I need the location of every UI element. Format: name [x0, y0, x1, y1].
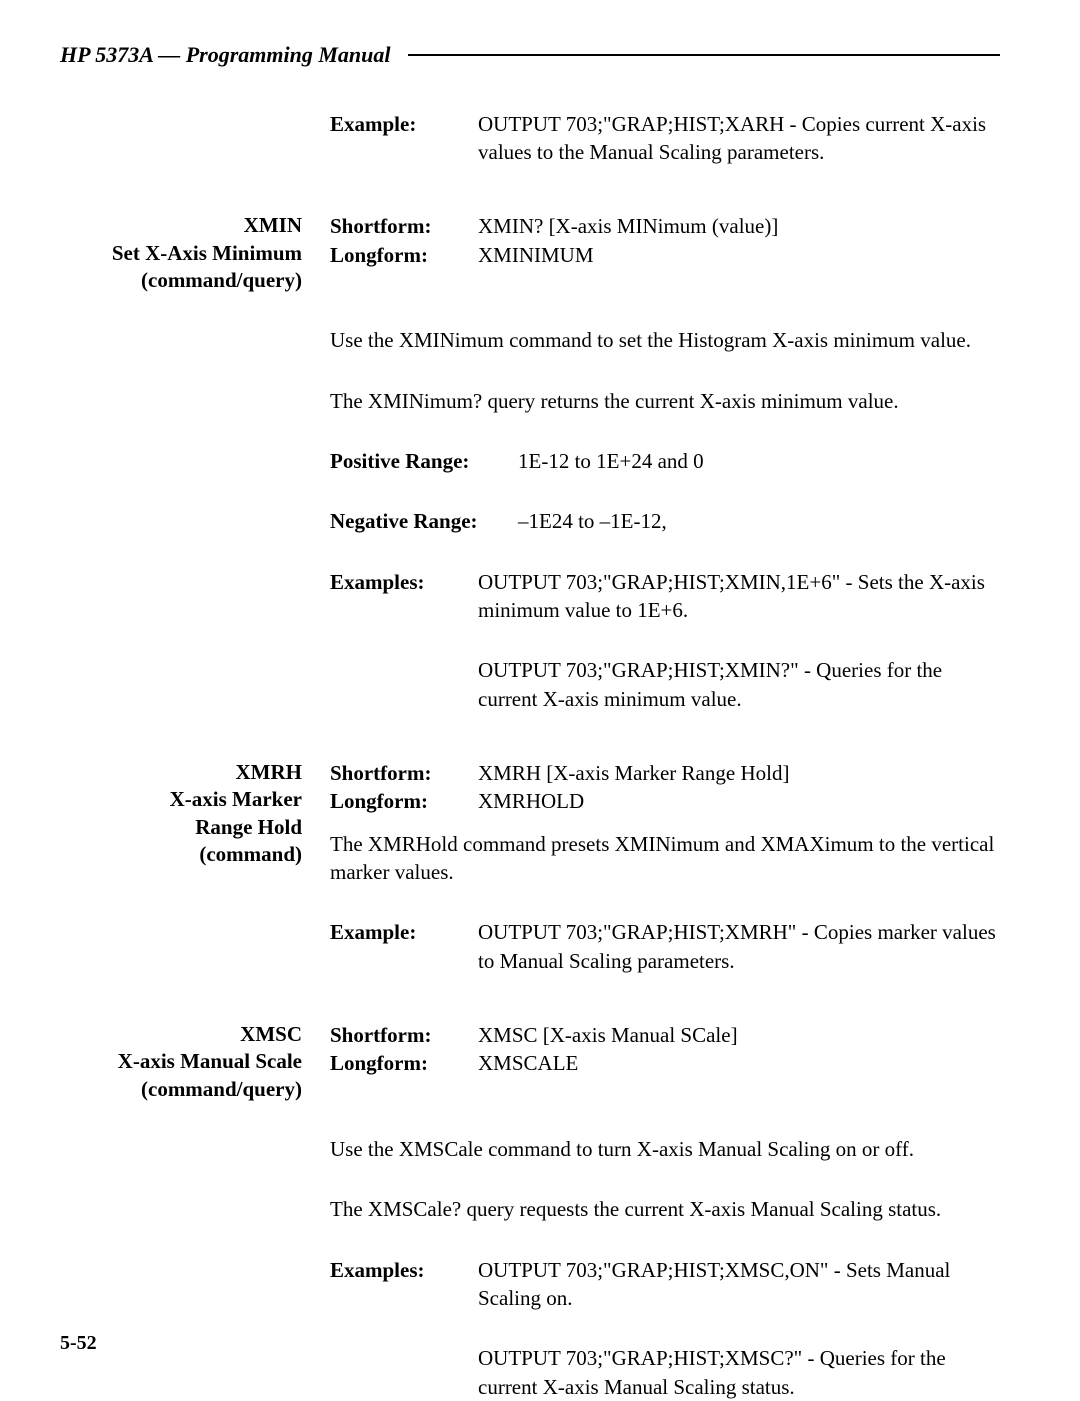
xmin-longform: XMINIMUM — [478, 241, 1000, 269]
xmsc-title-3: (command/query) — [100, 1076, 302, 1103]
xmsc-desc1: Use the XMSCale command to turn X-axis M… — [330, 1135, 1000, 1163]
page-content: Example: OUTPUT 703;"GRAP;HIST;XARH - Co… — [60, 110, 1000, 1401]
empty-left — [100, 1344, 330, 1401]
xmsc-ex1: OUTPUT 703;"GRAP;HIST;XMSC,ON" - Sets Ma… — [478, 1256, 1000, 1313]
xmrh-title-1: XMRH — [100, 759, 302, 786]
xmin-shortform: XMIN? [X-axis MINimum (value)] — [478, 212, 1000, 240]
xmrh-shortform-label: Shortform: — [330, 759, 478, 787]
xmrh-ex1: OUTPUT 703;"GRAP;HIST;XMRH" - Copies mar… — [478, 918, 1000, 975]
xmin-negrange-row: Negative Range: –1E24 to –1E-12, — [100, 507, 1000, 535]
xmsc-ex2: OUTPUT 703;"GRAP;HIST;XMSC?" - Queries f… — [478, 1344, 1000, 1401]
empty-left — [100, 568, 330, 625]
xmsc-longform: XMSCALE — [478, 1049, 1000, 1077]
xmin-desc1-row: Use the XMINimum command to set the Hist… — [100, 326, 1000, 354]
xmin-ex2: OUTPUT 703;"GRAP;HIST;XMIN?" - Queries f… — [478, 656, 1000, 713]
empty-mid — [330, 1344, 478, 1401]
xmin-posrange-label: Positive Range: — [330, 447, 518, 475]
xmin-ex2-row: OUTPUT 703;"GRAP;HIST;XMIN?" - Queries f… — [100, 656, 1000, 713]
xmrh-shortform-row: XMRH X-axis Marker Range Hold (command) … — [100, 759, 1000, 886]
xmrh-desc1: The XMRHold command presets XMINimum and… — [330, 830, 1000, 887]
xmsc-title-1: XMSC — [100, 1021, 302, 1048]
xmsc-ex2-row: OUTPUT 703;"GRAP;HIST;XMSC?" - Queries f… — [100, 1344, 1000, 1401]
empty-mid — [330, 656, 478, 713]
xmin-shortform-label: Shortform: — [330, 212, 478, 240]
empty-left — [100, 387, 330, 415]
xmsc-longform-label: Longform: — [330, 1049, 478, 1077]
xmrh-example-label: Example: — [330, 918, 478, 975]
xmrh-shortform: XMRH [X-axis Marker Range Hold] — [478, 759, 1000, 787]
xmin-longform-label: Longform: — [330, 241, 478, 269]
xmrh-example-row: Example: OUTPUT 703;"GRAP;HIST;XMRH" - C… — [100, 918, 1000, 975]
xmin-desc1: Use the XMINimum command to set the Hist… — [330, 326, 1000, 354]
xmsc-desc2: The XMSCale? query requests the current … — [330, 1195, 1000, 1223]
xmrh-form-values: XMRH [X-axis Marker Range Hold] XMRHOLD … — [478, 759, 1000, 886]
xmsc-desc2-row: The XMSCale? query requests the current … — [100, 1195, 1000, 1223]
xmsc-examples-row: Examples: OUTPUT 703;"GRAP;HIST;XMSC,ON"… — [100, 1256, 1000, 1313]
xmin-ex1: OUTPUT 703;"GRAP;HIST;XMIN,1E+6" - Sets … — [478, 568, 1000, 625]
xmin-title-3: (command/query) — [100, 267, 302, 294]
xmin-desc2: The XMINimum? query returns the current … — [330, 387, 1000, 415]
xmin-negrange-label: Negative Range: — [330, 507, 518, 535]
empty-left — [100, 918, 330, 975]
empty-left — [100, 326, 330, 354]
xmin-examples-label: Examples: — [330, 568, 478, 625]
example-label: Example: — [330, 110, 478, 167]
empty-left — [100, 447, 330, 475]
xmin-title: XMIN Set X-Axis Minimum (command/query) — [100, 212, 330, 294]
example-text: OUTPUT 703;"GRAP;HIST;XARH - Copies curr… — [478, 110, 1000, 167]
xmin-negrange: –1E24 to –1E-12, — [518, 507, 1000, 535]
page-header: HP 5373A — Programming Manual — [60, 40, 1000, 70]
xmrh-longform-label: Longform: — [330, 787, 478, 815]
xmin-posrange: 1E-12 to 1E+24 and 0 — [518, 447, 1000, 475]
xmrh-title: XMRH X-axis Marker Range Hold (command) — [100, 759, 330, 886]
xmsc-form-values: XMSC [X-axis Manual SCale] XMSCALE — [478, 1021, 1000, 1103]
xmrh-title-3: Range Hold — [100, 814, 302, 841]
empty-left — [100, 656, 330, 713]
xmin-title-1: XMIN — [100, 212, 302, 239]
empty-left — [100, 1195, 330, 1223]
xmsc-desc1-row: Use the XMSCale command to turn X-axis M… — [100, 1135, 1000, 1163]
xmsc-shortform-label: Shortform: — [330, 1021, 478, 1049]
xmrh-title-4: (command) — [100, 841, 302, 868]
header-title: HP 5373A — Programming Manual — [60, 40, 390, 70]
page-number: 5-52 — [60, 1330, 97, 1357]
empty-left — [100, 110, 330, 167]
xmin-posrange-row: Positive Range: 1E-12 to 1E+24 and 0 — [100, 447, 1000, 475]
xmsc-form-labels: Shortform: Longform: — [330, 1021, 478, 1103]
xmrh-longform: XMRHOLD — [478, 787, 1000, 815]
xmin-shortform-row: XMIN Set X-Axis Minimum (command/query) … — [100, 212, 1000, 294]
header-rule — [408, 54, 1000, 56]
xmsc-title-2: X-axis Manual Scale — [100, 1048, 302, 1075]
xmsc-shortform-row: XMSC X-axis Manual Scale (command/query)… — [100, 1021, 1000, 1103]
empty-left — [100, 1256, 330, 1313]
xmsc-title: XMSC X-axis Manual Scale (command/query) — [100, 1021, 330, 1103]
empty-left — [100, 507, 330, 535]
xmrh-title-2: X-axis Marker — [100, 786, 302, 813]
xmin-title-2: Set X-Axis Minimum — [100, 240, 302, 267]
top-example-row: Example: OUTPUT 703;"GRAP;HIST;XARH - Co… — [100, 110, 1000, 167]
empty-left — [100, 1135, 330, 1163]
xmsc-examples-label: Examples: — [330, 1256, 478, 1313]
xmsc-shortform: XMSC [X-axis Manual SCale] — [478, 1021, 1000, 1049]
xmin-examples-row: Examples: OUTPUT 703;"GRAP;HIST;XMIN,1E+… — [100, 568, 1000, 625]
xmin-form-labels: Shortform: Longform: — [330, 212, 478, 294]
xmin-form-values: XMIN? [X-axis MINimum (value)] XMINIMUM — [478, 212, 1000, 294]
xmin-desc2-row: The XMINimum? query returns the current … — [100, 387, 1000, 415]
